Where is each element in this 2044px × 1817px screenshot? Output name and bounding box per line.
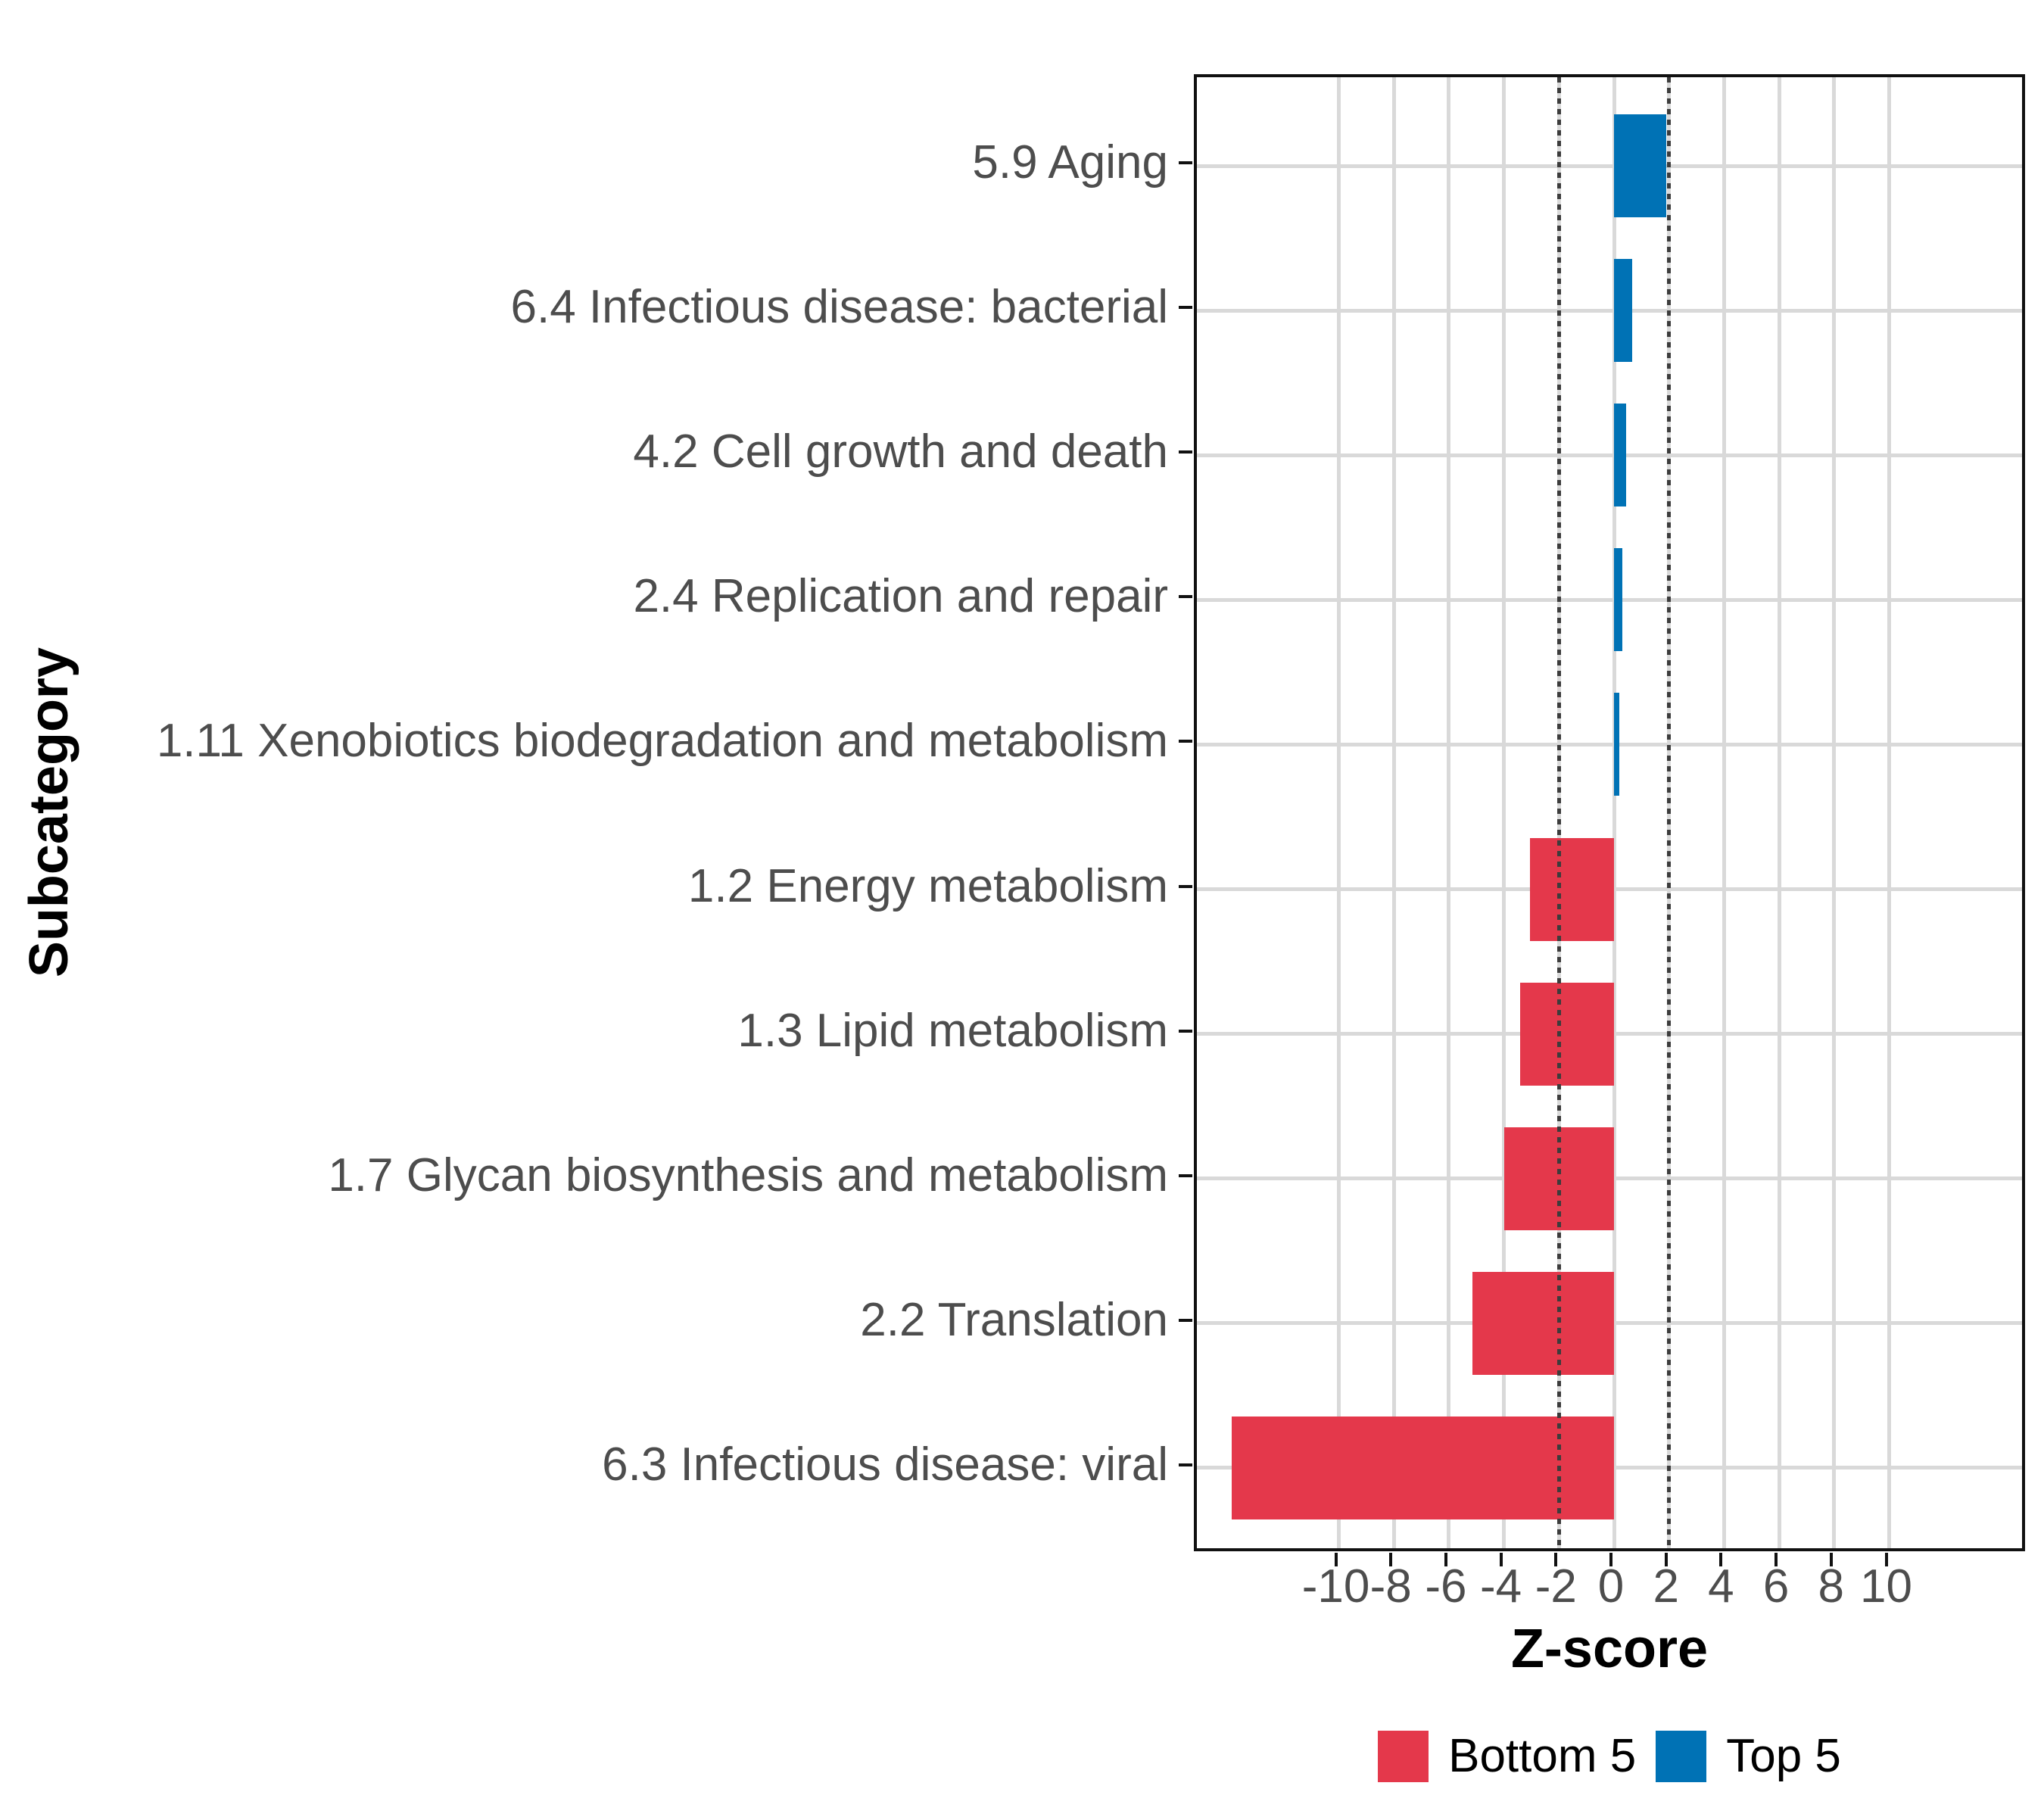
y-tick xyxy=(1179,740,1192,743)
vertical-gridline xyxy=(1391,77,1396,1548)
y-tick xyxy=(1179,1029,1192,1033)
y-tick-label: 1.7 Glycan biosynthesis and metabolism xyxy=(328,1148,1168,1201)
bar-top5 xyxy=(1614,114,1667,217)
x-tick xyxy=(1334,1553,1338,1566)
y-tick xyxy=(1179,884,1192,888)
x-tick-label: -10 xyxy=(1301,1560,1370,1613)
x-tick xyxy=(1719,1553,1723,1566)
horizontal-gridline xyxy=(1197,453,2022,457)
bar-bottom5 xyxy=(1530,837,1614,941)
vertical-gridline xyxy=(1887,77,1891,1548)
x-tick xyxy=(1664,1553,1668,1566)
legend-label-bottom5: Bottom 5 xyxy=(1448,1730,1637,1782)
vertical-gridline xyxy=(1777,77,1781,1548)
bar-bottom5 xyxy=(1472,1271,1614,1375)
y-tick xyxy=(1179,306,1192,310)
bar-top5 xyxy=(1614,404,1627,507)
bar-bottom5 xyxy=(1231,1416,1614,1519)
y-tick xyxy=(1179,161,1192,164)
x-tick-label: 4 xyxy=(1708,1560,1734,1613)
horizontal-gridline xyxy=(1197,308,2022,313)
x-tick xyxy=(1389,1553,1393,1566)
y-tick xyxy=(1179,1463,1192,1466)
y-tick-label: 2.2 Translation xyxy=(860,1293,1168,1346)
legend-swatch-bottom5 xyxy=(1378,1731,1429,1782)
y-tick-label: 6.4 Infectious disease: bacterial xyxy=(510,281,1168,334)
horizontal-gridline xyxy=(1197,597,2022,602)
legend: Bottom 5 Top 5 xyxy=(1194,1731,2025,1782)
y-tick xyxy=(1179,1173,1192,1177)
bar-top5 xyxy=(1614,259,1632,363)
bar-top5 xyxy=(1614,548,1622,652)
x-tick-label: -6 xyxy=(1425,1560,1467,1613)
x-tick xyxy=(1554,1553,1558,1566)
x-tick-label: -8 xyxy=(1369,1560,1412,1613)
y-tick-label: 1.3 Lipid metabolism xyxy=(737,1004,1168,1057)
x-tick xyxy=(1444,1553,1447,1566)
y-tick xyxy=(1179,450,1192,454)
x-tick-label: 2 xyxy=(1653,1560,1679,1613)
reference-line xyxy=(1667,77,1672,1548)
x-tick xyxy=(1499,1553,1503,1566)
vertical-gridline xyxy=(1832,77,1837,1548)
y-tick-label: 6.3 Infectious disease: viral xyxy=(602,1438,1168,1491)
x-tick-label: -2 xyxy=(1535,1560,1577,1613)
legend-label-top5: Top 5 xyxy=(1726,1730,1841,1782)
reference-line xyxy=(1556,77,1561,1548)
x-tick xyxy=(1884,1553,1888,1566)
x-tick xyxy=(1609,1553,1612,1566)
legend-item-top5: Top 5 xyxy=(1656,1731,1841,1782)
bar-bottom5 xyxy=(1520,982,1614,1086)
horizontal-gridline xyxy=(1197,742,2022,746)
plot-panel xyxy=(1194,74,2025,1551)
x-axis-title: Z-score xyxy=(1510,1619,1709,1679)
vertical-gridline xyxy=(1502,77,1507,1548)
y-tick-label: 1.11 Xenobiotics biodegradation and meta… xyxy=(156,715,1168,768)
vertical-gridline xyxy=(1722,77,1726,1548)
y-tick-label: 2.4 Replication and repair xyxy=(633,570,1168,623)
x-tick-label: -4 xyxy=(1480,1560,1522,1613)
legend-swatch-top5 xyxy=(1656,1731,1707,1782)
bar-top5 xyxy=(1614,693,1620,796)
vertical-gridline xyxy=(1447,77,1451,1548)
legend-item-bottom5: Bottom 5 xyxy=(1378,1731,1636,1782)
x-tick-label: 8 xyxy=(1818,1560,1845,1613)
x-tick-label: 0 xyxy=(1597,1560,1625,1613)
y-axis-title: Subcategory xyxy=(19,647,79,978)
horizontal-gridline xyxy=(1197,164,2022,168)
y-tick xyxy=(1179,1318,1192,1322)
y-tick xyxy=(1179,595,1192,599)
vertical-gridline xyxy=(1337,77,1341,1548)
y-tick-label: 4.2 Cell growth and death xyxy=(633,425,1168,478)
y-tick-label: 1.2 Energy metabolism xyxy=(687,859,1168,912)
x-tick xyxy=(1829,1553,1833,1566)
x-tick xyxy=(1774,1553,1778,1566)
vertical-gridline xyxy=(1612,77,1616,1548)
x-tick-label: 10 xyxy=(1860,1560,1912,1613)
x-tick-label: 6 xyxy=(1762,1560,1790,1613)
y-tick-label: 5.9 Aging xyxy=(972,136,1168,189)
